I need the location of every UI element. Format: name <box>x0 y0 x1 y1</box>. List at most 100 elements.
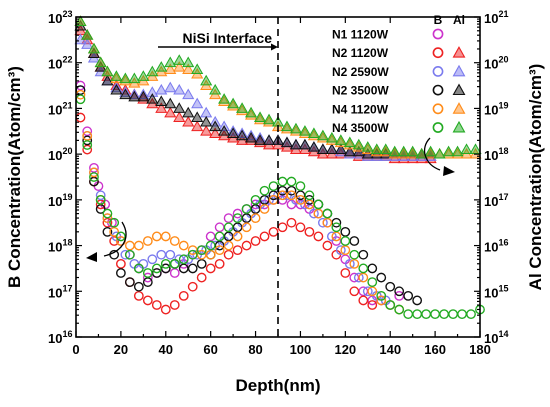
al-data-point <box>164 56 177 68</box>
b-data-point <box>295 194 306 205</box>
b-data-point <box>241 222 252 233</box>
legend: B Al N1 1120W N2 1120W N2 2590W N2 3500W N4 11… <box>332 13 466 135</box>
b-data-point <box>295 222 306 233</box>
al-data-point <box>137 70 150 81</box>
al-data-point <box>173 83 186 95</box>
b-data-point <box>403 290 414 301</box>
x-tick-label: 120 <box>334 342 356 357</box>
al-data-point <box>182 88 195 100</box>
y-left-tick-label: 1023 <box>48 9 72 26</box>
b-data-point <box>286 185 297 196</box>
b-data-point <box>367 300 378 310</box>
b-data-point <box>295 181 306 192</box>
al-data-point <box>101 74 114 86</box>
y-right-tick-label: 1017 <box>484 192 508 209</box>
al-data-point <box>218 125 231 136</box>
b-data-point <box>169 236 180 246</box>
interface-label: NiSi Interface <box>183 30 273 46</box>
al-axis-indicator-arrow <box>423 137 441 171</box>
al-data-point <box>94 56 107 68</box>
tick-base: 10 <box>48 11 62 26</box>
b-axis-indicator-arrow <box>103 221 127 257</box>
al-data-point <box>119 88 132 100</box>
al-data-point <box>370 143 383 154</box>
al-data-point <box>110 83 123 95</box>
al-data-point <box>352 138 365 150</box>
interface-arrowhead <box>271 43 278 51</box>
legend-b-marker <box>432 47 444 59</box>
al-data-point <box>325 143 338 154</box>
b-data-point <box>344 258 355 269</box>
b-data-point <box>124 277 135 288</box>
tick-base: 10 <box>484 11 498 26</box>
x-tick-label: 100 <box>290 342 312 357</box>
b-data-point <box>358 263 369 274</box>
al-data-point <box>146 93 159 104</box>
legend-label: N4 3500W <box>332 121 389 135</box>
b-data-point <box>466 309 476 320</box>
tick-exponent: 14 <box>498 329 508 339</box>
b-data-point <box>439 309 449 320</box>
al-data-point <box>379 143 392 154</box>
b-data-point <box>102 213 113 224</box>
tick-base: 10 <box>484 148 498 163</box>
b-data-point <box>259 185 270 196</box>
al-data-point <box>280 120 294 132</box>
b-data-point <box>268 181 279 192</box>
b-data-point <box>232 245 243 256</box>
tick-exponent: 23 <box>62 9 72 19</box>
al-data-point <box>262 113 276 125</box>
y-right-tick-label: 1014 <box>484 329 508 346</box>
tick-exponent: 20 <box>62 146 72 156</box>
al-data-point <box>298 138 311 150</box>
b-data-point <box>95 204 106 214</box>
b-data-point <box>115 258 126 269</box>
b-data-point <box>309 208 319 219</box>
x-tick-label: 0 <box>72 342 79 357</box>
tick-exponent: 17 <box>498 192 508 202</box>
b-data-point <box>95 199 106 210</box>
b-data-point <box>353 272 364 283</box>
tick-exponent: 21 <box>62 100 72 110</box>
b-data-point <box>326 231 337 242</box>
tick-base: 10 <box>48 240 62 255</box>
b-data-point <box>367 277 378 288</box>
al-data-point <box>280 136 294 148</box>
b-data-point <box>160 304 171 315</box>
b-data-point <box>160 231 171 242</box>
b-data-point <box>349 236 360 246</box>
al-data-point <box>173 111 186 122</box>
b-data-point <box>133 263 144 274</box>
b-data-point <box>82 144 93 155</box>
legend-label: N2 1120W <box>332 46 389 60</box>
al-data-point <box>325 131 338 143</box>
al-data-point <box>227 127 240 138</box>
b-data-point <box>169 300 180 310</box>
b-data-point <box>277 176 288 187</box>
al-data-point <box>128 90 141 102</box>
b-data-point <box>205 263 216 274</box>
b-data-point <box>376 272 387 283</box>
b-data-point <box>205 249 216 260</box>
b-data-point <box>169 258 180 269</box>
y-left-axis-label: B Concentration(Atom/cm³) <box>5 66 24 288</box>
al-axis-arrowhead <box>443 166 455 176</box>
al-data-point <box>433 147 446 159</box>
b-data-point <box>133 290 144 301</box>
b-data-point <box>223 240 234 251</box>
b-data-point <box>115 268 126 278</box>
al-data-point <box>253 134 267 145</box>
al-data-point <box>298 125 311 136</box>
al-data-point <box>191 97 204 109</box>
legend-b-marker <box>432 122 444 133</box>
al-data-point <box>424 145 437 157</box>
b-data-point <box>133 281 144 292</box>
b-data-point <box>340 268 351 278</box>
x-tick-label: 40 <box>159 342 173 357</box>
legend-al-marker <box>452 102 466 114</box>
b-data-point <box>385 300 396 310</box>
al-data-point <box>173 61 186 72</box>
legend-al-marker <box>452 83 466 96</box>
b-data-point <box>102 226 113 237</box>
